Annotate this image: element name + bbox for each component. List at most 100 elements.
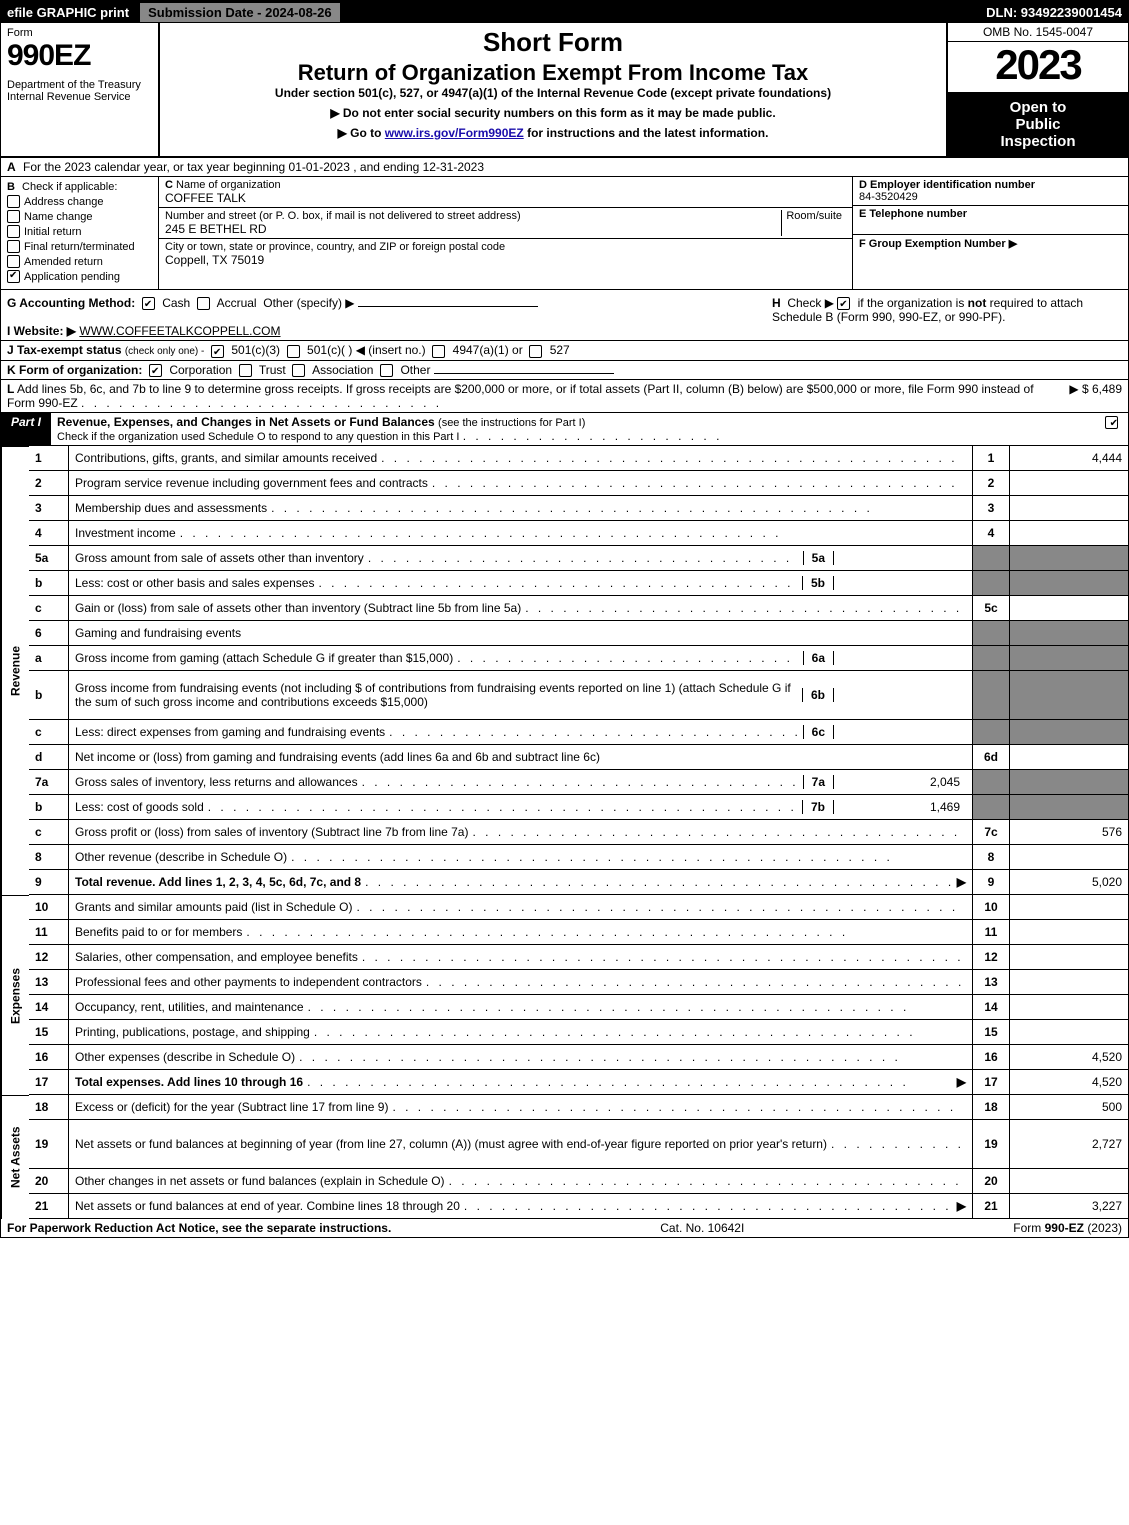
line-number: 15 (29, 1020, 69, 1045)
line-value (1010, 621, 1128, 646)
j-opt1-checkbox[interactable] (211, 345, 224, 358)
part1-sub: Check if the organization used Schedule … (57, 431, 459, 443)
dots (246, 925, 962, 939)
checkbox-line: Amended return (7, 255, 152, 268)
line-value (1010, 945, 1128, 970)
line-value (1010, 546, 1128, 571)
sub-line-number: 5a (804, 551, 834, 565)
line-desc: Membership dues and assessments (69, 496, 972, 521)
checkbox-line: Address change (7, 195, 152, 208)
line-ref: 15 (972, 1020, 1010, 1045)
line-ref: 20 (972, 1169, 1010, 1194)
column-def: D Employer identification number 84-3520… (852, 177, 1128, 289)
section-label: Net Assets (1, 1095, 29, 1219)
line-desc: Other expenses (describe in Schedule O) (69, 1045, 972, 1070)
line-value (1010, 920, 1128, 945)
open-public: Open to Public Inspection (948, 93, 1128, 156)
part1-checkbox[interactable] (1105, 416, 1118, 429)
line-desc: Salaries, other compensation, and employ… (69, 945, 972, 970)
line-value (1010, 1020, 1128, 1045)
dots (365, 875, 953, 889)
l-amount: ▶ $ 6,489 (1061, 382, 1122, 410)
line-number: 12 (29, 945, 69, 970)
checkbox[interactable] (7, 225, 20, 238)
k-other-checkbox[interactable] (380, 364, 393, 377)
website[interactable]: WWW.COFFEETALKCOPPELL.COM (79, 324, 280, 338)
dots (314, 1025, 962, 1039)
line-ref: 10 (972, 895, 1010, 920)
k-trust-checkbox[interactable] (239, 364, 252, 377)
row-j: J Tax-exempt status (check only one) - 5… (1, 341, 1128, 360)
title-return: Return of Organization Exempt From Incom… (166, 60, 940, 86)
line-value (1010, 995, 1128, 1020)
line-value (1010, 720, 1128, 745)
line-desc-text: Gross profit or (loss) from sales of inv… (75, 825, 468, 839)
checkbox[interactable] (7, 240, 20, 253)
line-ref (972, 571, 1010, 596)
arrow-icon: ▶ (957, 1075, 966, 1089)
checkbox[interactable] (7, 210, 20, 223)
line-desc: Printing, publications, postage, and shi… (69, 1020, 972, 1045)
checkbox-line: Final return/terminated (7, 240, 152, 253)
label-a: A (7, 160, 16, 174)
line-number: b (29, 795, 69, 820)
k-corp-checkbox[interactable] (149, 364, 162, 377)
accrual-checkbox[interactable] (197, 297, 210, 310)
line-desc-text: Net assets or fund balances at beginning… (75, 1137, 827, 1151)
footer: For Paperwork Reduction Act Notice, see … (1, 1219, 1128, 1237)
line-desc-text: Gross sales of inventory, less returns a… (75, 775, 358, 789)
j-opt4-checkbox[interactable] (529, 345, 542, 358)
label-e: E Telephone number (859, 208, 967, 220)
line-desc: Other revenue (describe in Schedule O) (69, 845, 972, 870)
k-assoc-checkbox[interactable] (292, 364, 305, 377)
line-desc-text: Membership dues and assessments (75, 501, 267, 515)
j-opt3-checkbox[interactable] (432, 345, 445, 358)
j-opt2: 501(c)( ) ◀ (insert no.) (307, 343, 426, 357)
h-checkbox[interactable] (837, 297, 850, 310)
checkbox[interactable] (7, 270, 20, 283)
sub-line-number: 7b (803, 800, 834, 814)
line-desc: Gross income from fundraising events (no… (69, 671, 972, 720)
street: 245 E BETHEL RD (165, 222, 267, 236)
line-value: 4,520 (1010, 1070, 1128, 1095)
row-l: L Add lines 5b, 6c, and 7b to line 9 to … (1, 380, 1128, 413)
line-desc: Grants and similar amounts paid (list in… (69, 895, 972, 920)
sub-line-number: 6b (803, 688, 834, 702)
arrow-icon: ▶ (957, 1199, 966, 1213)
sub-line-value: 2,045 (834, 775, 966, 789)
line-ref: 7c (972, 820, 1010, 845)
line-ref: 6d (972, 745, 1010, 770)
line-desc-text: Occupancy, rent, utilities, and maintena… (75, 1000, 304, 1014)
line-number: b (29, 571, 69, 596)
checkbox[interactable] (7, 195, 20, 208)
line-ref: 16 (972, 1045, 1010, 1070)
line-number: 21 (29, 1194, 69, 1219)
j-opt2-checkbox[interactable] (287, 345, 300, 358)
cash-checkbox[interactable] (142, 297, 155, 310)
line-value (1010, 596, 1128, 621)
line-desc-text: Investment income (75, 526, 176, 540)
j-note: (check only one) - (125, 346, 204, 357)
cash-label: Cash (162, 296, 190, 310)
sub-line-number: 5b (803, 576, 834, 590)
line-desc: Net income or (loss) from gaming and fun… (69, 745, 972, 770)
goto-suffix: for instructions and the latest informat… (527, 126, 768, 140)
column-c: C Name of organization COFFEE TALK Numbe… (159, 177, 852, 289)
line-number: c (29, 820, 69, 845)
line-desc: Occupancy, rent, utilities, and maintena… (69, 995, 972, 1020)
line-ref: 18 (972, 1095, 1010, 1120)
line-desc: Gross profit or (loss) from sales of inv… (69, 820, 972, 845)
line-desc: Contributions, gifts, grants, and simila… (69, 446, 972, 471)
line-value (1010, 471, 1128, 496)
goto-link[interactable]: www.irs.gov/Form990EZ (385, 126, 524, 140)
line-desc: Net assets or fund balances at end of ye… (69, 1194, 972, 1219)
dots (180, 526, 962, 540)
line-desc-text: Salaries, other compensation, and employ… (75, 950, 358, 964)
label-b: B (7, 181, 15, 193)
line-desc-text: Net assets or fund balances at end of ye… (75, 1199, 460, 1213)
checkbox[interactable] (7, 255, 20, 268)
accrual-label: Accrual (217, 296, 257, 310)
line-value (1010, 671, 1128, 720)
dln: DLN: 93492239001454 (980, 5, 1128, 20)
line-value (1010, 646, 1128, 671)
